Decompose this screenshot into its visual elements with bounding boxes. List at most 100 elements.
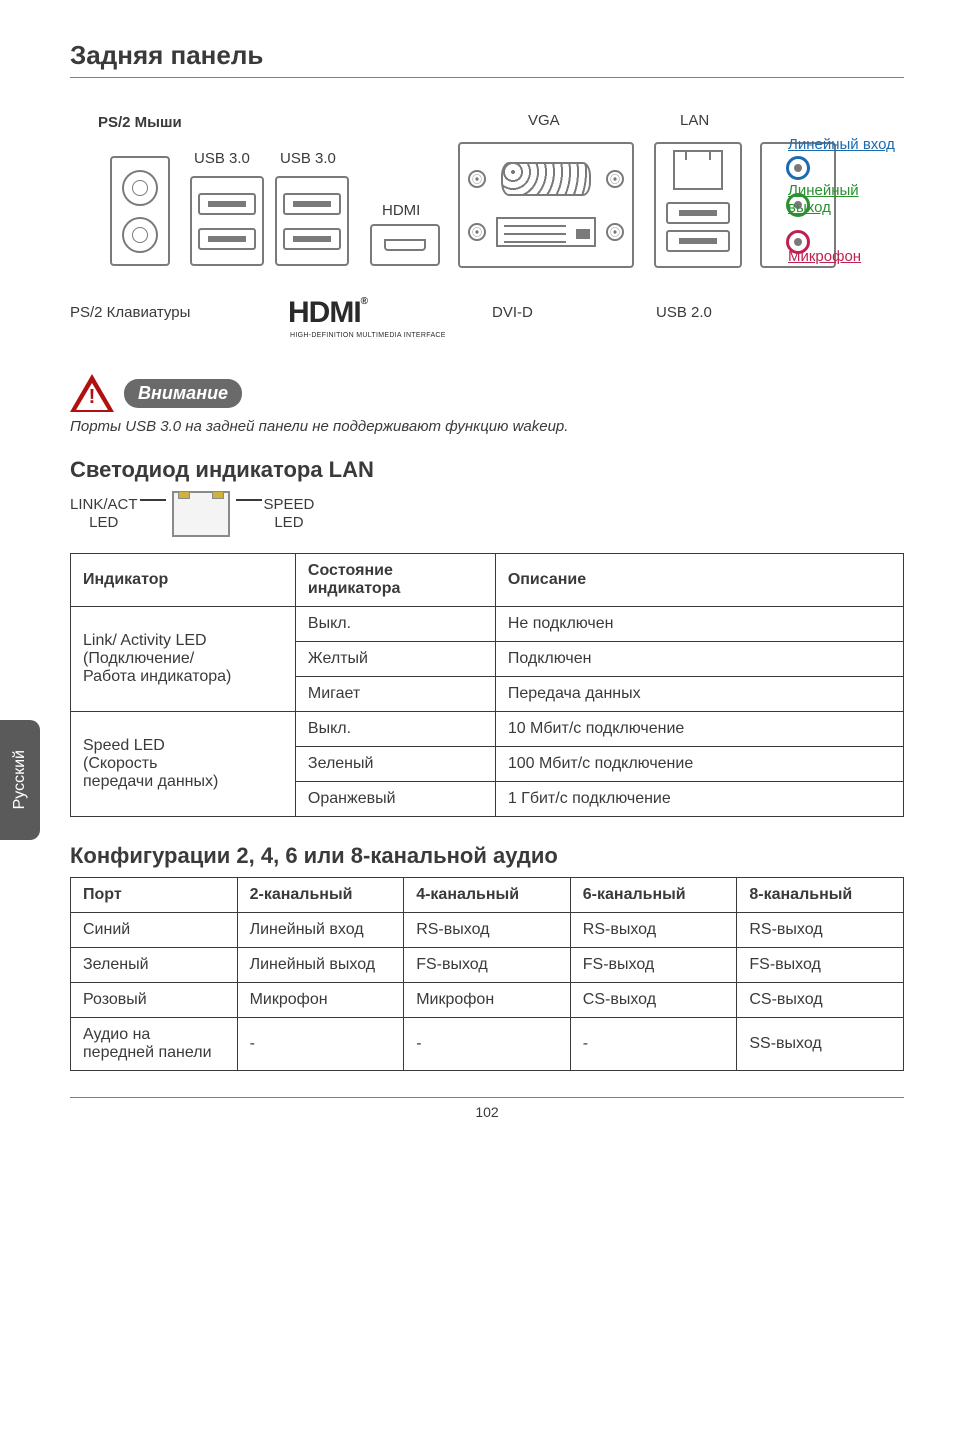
table-row: Зеленый Линейный выход FS-выход FS-выход… [71, 948, 904, 983]
warning-text: Порты USB 3.0 на задней панели не поддер… [70, 418, 904, 435]
th-2ch: 2-канальный [237, 878, 404, 913]
cell: Микрофон [404, 983, 571, 1018]
th-8ch: 8-канальный [737, 878, 904, 913]
vga-port [501, 162, 591, 196]
cell: RS-выход [404, 913, 571, 948]
hdmi-logo: HDMI® [288, 296, 367, 330]
label-line-out: Линейный выход [788, 182, 904, 216]
label-lan: LAN [680, 112, 709, 129]
warning-badge: Внимание [124, 379, 242, 408]
table-row: Розовый Микрофон Микрофон CS-выход CS-вы… [71, 983, 904, 1018]
audio-config-heading: Конфигурации 2, 4, 6 или 8-канальной ауд… [70, 843, 904, 869]
cell-indicator: Speed LED (Скорость передачи данных) [71, 712, 296, 817]
rj45-port [673, 150, 723, 190]
usb30-port [283, 193, 341, 215]
screw-icon: ⦿ [606, 223, 624, 241]
video-block: ⦿ ⦿ ⦿ ⦿ [458, 142, 634, 268]
footer-rule [70, 1097, 904, 1098]
cell: RS-выход [737, 913, 904, 948]
usb30-port [198, 193, 256, 215]
th-indicator: Индикатор [71, 554, 296, 607]
usb20-port [666, 230, 730, 252]
cell: - [570, 1018, 737, 1071]
cell-desc: 100 Мбит/с подключение [495, 747, 903, 782]
speed-led-icon [212, 491, 224, 499]
lan-led-diagram: LINK/ACT LED SPEED LED [70, 491, 904, 537]
warning-icon: ! [70, 374, 114, 412]
cell: Розовый [71, 983, 238, 1018]
label-line-in: Линейный вход [788, 136, 895, 153]
cell-desc: Подключен [495, 642, 903, 677]
cell-desc: 1 Гбит/с подключение [495, 782, 903, 817]
table-row: Синий Линейный вход RS-выход RS-выход RS… [71, 913, 904, 948]
cell: SS-выход [737, 1018, 904, 1071]
screw-icon: ⦿ [468, 223, 486, 241]
th-4ch: 4-канальный [404, 878, 571, 913]
leader-line [236, 499, 262, 501]
speed-label: SPEED LED [264, 496, 315, 532]
th-desc: Описание [495, 554, 903, 607]
page-title: Задняя панель [70, 40, 904, 71]
cell: CS-выход [737, 983, 904, 1018]
cell-state: Выкл. [295, 607, 495, 642]
cell-state: Выкл. [295, 712, 495, 747]
table-row: Аудио на передней панели - - - SS-выход [71, 1018, 904, 1071]
cell: Зеленый [71, 948, 238, 983]
cell-state: Мигает [295, 677, 495, 712]
screw-icon: ⦿ [606, 170, 624, 188]
screw-icon: ⦿ [468, 170, 486, 188]
ps2-block [110, 156, 170, 266]
cell: RS-выход [570, 913, 737, 948]
usb20-port [666, 202, 730, 224]
rear-panel-diagram: PS/2 Мыши PS/2 Клавиатуры USB 3.0 USB 3.… [70, 106, 904, 356]
warning-row: ! Внимание [70, 374, 904, 412]
cell-desc: Передача данных [495, 677, 903, 712]
cell: Микрофон [237, 983, 404, 1018]
leader-line [140, 499, 166, 501]
cell: Аудио на передней панели [71, 1018, 238, 1071]
label-usb20: USB 2.0 [656, 304, 712, 321]
cell: FS-выход [570, 948, 737, 983]
dvi-connector: ⦿ ⦿ [468, 210, 624, 254]
page-number: 102 [70, 1104, 904, 1120]
cell-state: Зеленый [295, 747, 495, 782]
side-language-label: Русский [11, 750, 29, 809]
th-6ch: 6-канальный [570, 878, 737, 913]
side-language-tab: Русский [0, 720, 40, 840]
cell-desc: Не подключен [495, 607, 903, 642]
label-ps2-keyboard: PS/2 Клавиатуры [70, 304, 190, 321]
cell: Линейный вход [237, 913, 404, 948]
th-state: Состояние индикатора [295, 554, 495, 607]
line-in-jack [786, 156, 810, 180]
cell: Линейный выход [237, 948, 404, 983]
lan-led-table: Индикатор Состояние индикатора Описание … [70, 553, 904, 817]
table-row: Link/ Activity LED (Подключение/ Работа … [71, 607, 904, 642]
cell-state: Желтый [295, 642, 495, 677]
hdmi-logo-subtitle: HIGH-DEFINITION MULTIMEDIA INTERFACE [290, 332, 446, 339]
title-rule [70, 77, 904, 78]
cell: CS-выход [570, 983, 737, 1018]
label-hdmi: HDMI [382, 202, 420, 219]
table-row: Speed LED (Скорость передачи данных) Вык… [71, 712, 904, 747]
usb30-stack-1 [190, 176, 264, 266]
usb30-port [198, 228, 256, 250]
label-ps2-mouse: PS/2 Мыши [98, 114, 182, 131]
cell: Синий [71, 913, 238, 948]
cell-state: Оранжевый [295, 782, 495, 817]
th-port: Порт [71, 878, 238, 913]
usb30-stack-2 [275, 176, 349, 266]
label-usb30-a: USB 3.0 [194, 150, 250, 167]
ps2-keyboard-port [122, 217, 158, 253]
cell: - [404, 1018, 571, 1071]
label-usb30-b: USB 3.0 [280, 150, 336, 167]
rj45-mini-icon [172, 491, 230, 537]
label-mic: Микрофон [788, 248, 861, 265]
cell-indicator: Link/ Activity LED (Подключение/ Работа … [71, 607, 296, 712]
cell-desc: 10 Мбит/с подключение [495, 712, 903, 747]
ps2-mouse-port [122, 170, 158, 206]
table-header-row: Индикатор Состояние индикатора Описание [71, 554, 904, 607]
link-led-icon [178, 491, 190, 499]
usb30-port [283, 228, 341, 250]
linkact-label: LINK/ACT LED [70, 496, 138, 532]
dvi-port [496, 217, 596, 247]
